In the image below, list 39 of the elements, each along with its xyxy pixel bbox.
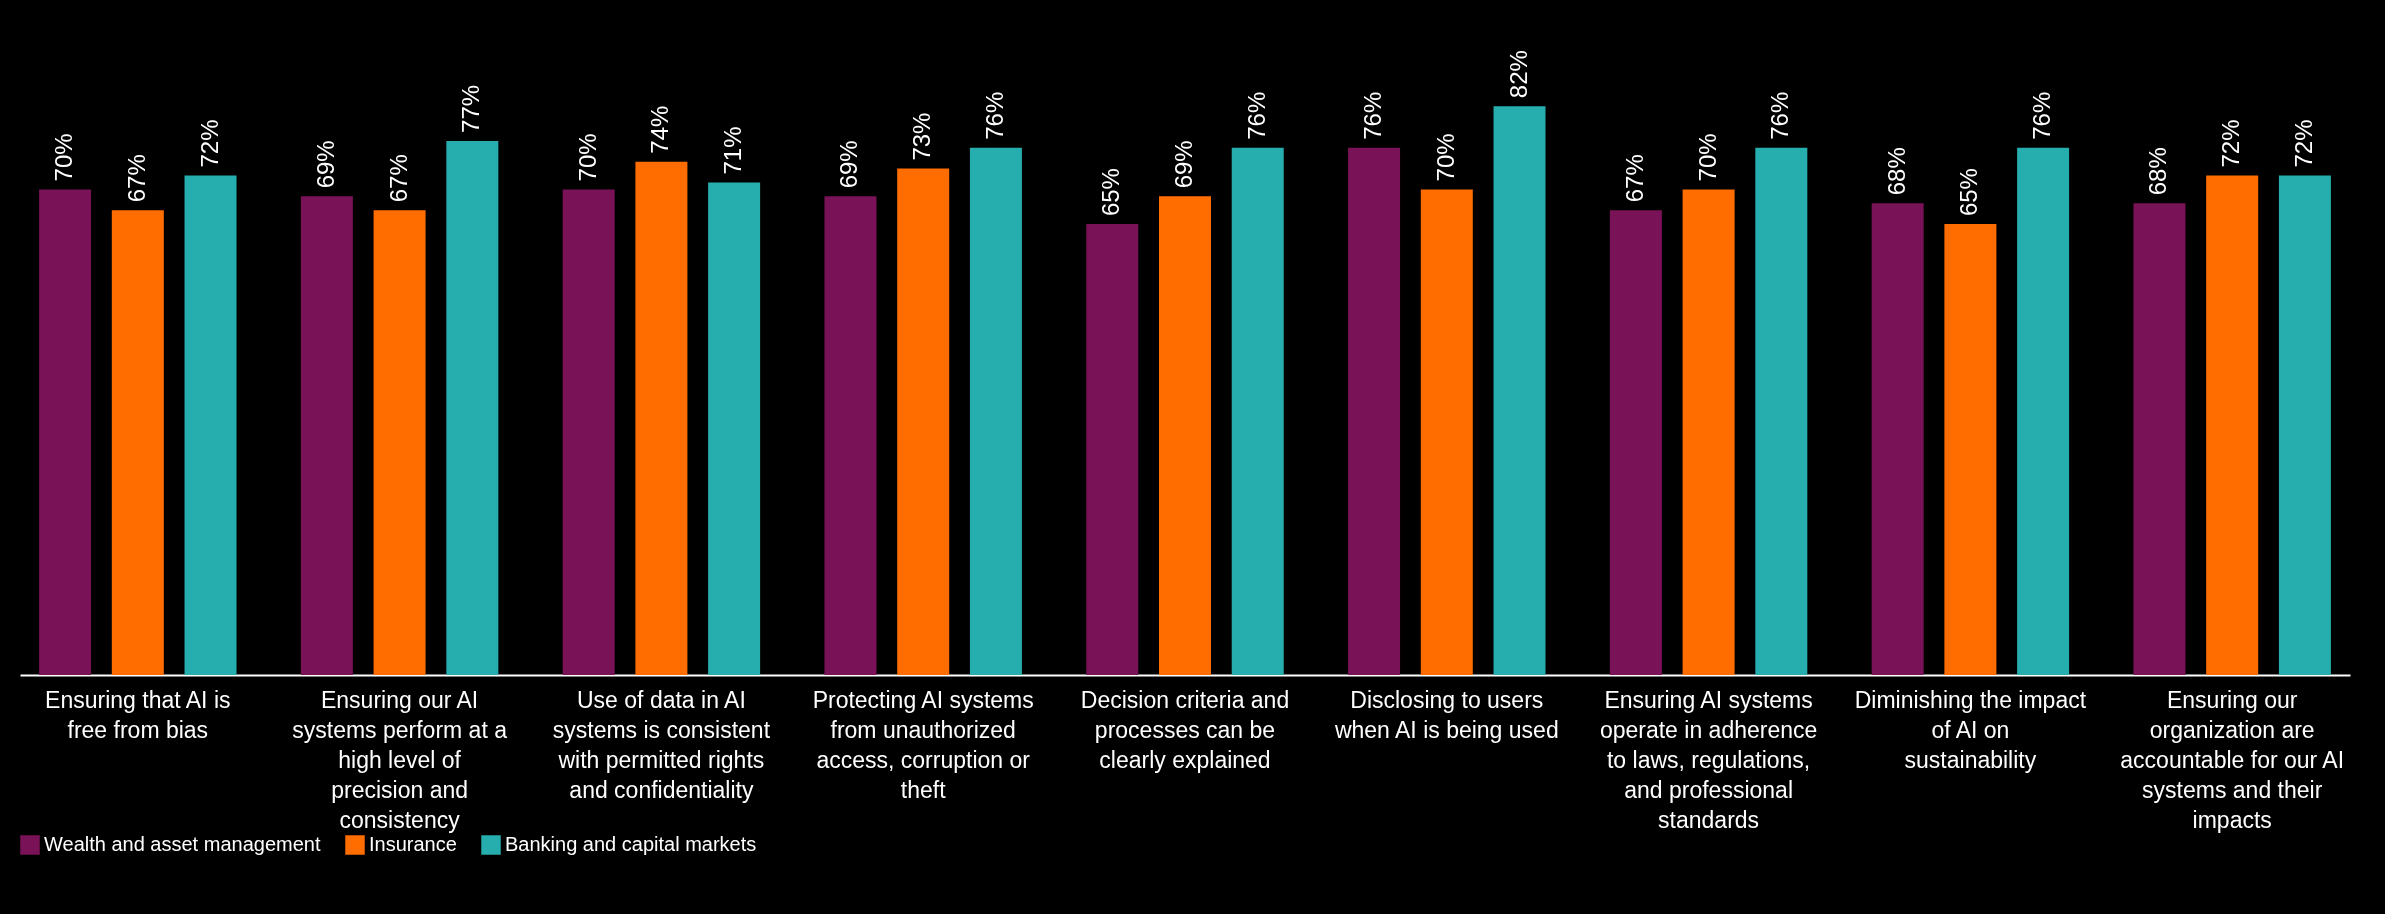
x-tick-label: Ensuring AI systems operate in adherence to laws, regulations, and professional standards (1599, 686, 1818, 833)
x-tick-label: Use of data in AI systems is consistent with permitted rights and confidentiality (552, 686, 771, 803)
data-label: 72% (2217, 119, 2245, 168)
data-label: 68% (2144, 147, 2172, 196)
data-label: 70% (1693, 133, 1721, 182)
data-label: 70% (573, 133, 601, 182)
x-tick-label: Decision criteria and processes can be clearly explained (1080, 686, 1290, 773)
legend-label: Insurance (369, 833, 457, 855)
x-tick-label: Ensuring our organization are accountable for our AI systems and their impacts (2120, 686, 2345, 833)
data-label: 67% (1620, 154, 1648, 203)
data-label: 76% (1359, 91, 1387, 140)
data-label: 69% (1170, 140, 1197, 189)
data-label: 68% (1882, 147, 1910, 196)
x-tick-label: Ensuring that AI is free from bias (45, 686, 231, 743)
data-label: 65% (1955, 168, 1983, 217)
data-label: 69% (311, 140, 339, 189)
data-label: 65% (1097, 168, 1125, 217)
data-label: 76% (2028, 91, 2056, 140)
data-label: 72% (195, 119, 223, 168)
data-label: 69% (835, 140, 863, 189)
x-tick-label: Ensuring our AI systems perform at a high level of precision and consistency (292, 686, 508, 833)
x-tick-label: Protecting AI systems from unauthorized access, corruption or theft (812, 686, 1034, 803)
data-label: 82% (1504, 50, 1532, 99)
data-label: 67% (384, 154, 412, 203)
data-label: 74% (646, 105, 674, 154)
data-label: 70% (50, 133, 78, 182)
data-label: 71% (719, 126, 747, 175)
data-label: 76% (1242, 91, 1270, 140)
x-tick-label: Disclosing to users when AI is being used (1333, 686, 1559, 743)
data-label: 70% (1431, 133, 1459, 182)
data-label: 72% (2289, 119, 2317, 168)
data-label: 73% (908, 112, 936, 161)
legend-label: Banking and capital markets (505, 833, 757, 855)
data-label: 67% (122, 154, 150, 203)
data-label: 76% (1766, 91, 1794, 140)
data-label: 76% (980, 91, 1008, 140)
x-tick-label: Diminishing the impact of AI on sustainability (1854, 686, 2087, 773)
data-label: 77% (457, 84, 485, 133)
legend-label: Wealth and asset management (44, 833, 321, 855)
